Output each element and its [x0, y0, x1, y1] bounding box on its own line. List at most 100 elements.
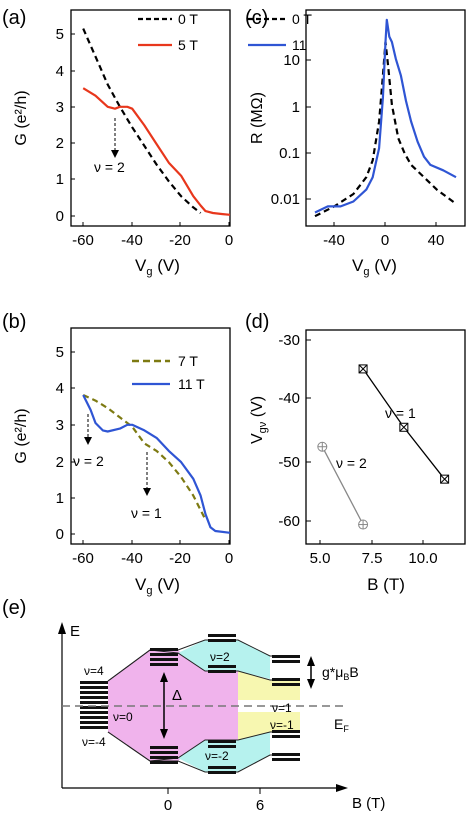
c-ytick-3: 10	[283, 52, 300, 69]
a-ytick-0: 0	[56, 208, 64, 225]
e-zeeman-arrowhead-down	[307, 679, 315, 689]
e-ef-sub: F	[343, 724, 349, 734]
a-legend-0: 0 T	[178, 11, 198, 27]
b-xtick-2: -20	[169, 550, 191, 567]
d-series-0-point-2	[440, 474, 450, 484]
e-x-arrowhead	[336, 784, 348, 792]
panel-c-ylabel: R (MΩ)	[249, 92, 266, 144]
panel-b-legend: 7 T 11 T	[132, 353, 205, 392]
a-xtick-3: 0	[225, 232, 233, 249]
panel-c-plot	[314, 18, 457, 218]
panel-d: (d) -30 -40 -50 -60 5.0 7.5 10.0 Vgν (V)…	[245, 311, 466, 594]
d-ylabel-sub: gν	[257, 421, 269, 433]
d-series-0-point-0	[358, 364, 368, 374]
panel-c-legend: 0 T 11	[248, 11, 312, 53]
b-series-1-line	[82, 394, 231, 534]
e-level-stack-right	[272, 655, 300, 761]
d-series-1-point-1	[358, 519, 369, 530]
e-nu-m4: ν=-4	[82, 735, 106, 749]
a-annotation: ν = 2	[94, 159, 125, 175]
b-xlabel-main: V	[135, 575, 147, 594]
e-delta-arrowhead-down	[160, 729, 168, 739]
e-xtick-0: 0	[164, 797, 172, 814]
c-xtick-2: 40	[428, 232, 445, 249]
c-legend-0: 0 T	[292, 11, 312, 27]
panel-a-ylabel: G (e²/h)	[13, 90, 30, 145]
panel-b-xticks: -60 -40 -20 0	[72, 540, 233, 567]
panel-b: (b) 0 1 2 3 4 5 -60 -40 -20 0 G (e²/h) V…	[2, 311, 233, 597]
e-level-stack-upper-6a	[208, 634, 236, 673]
b-xtick-1: -40	[121, 550, 143, 567]
a-ytick-2: 2	[56, 135, 64, 152]
panel-c-xlabel: Vg (V)	[352, 256, 397, 278]
panel-a-xlabel: Vg (V)	[135, 256, 180, 278]
b-arrowhead-1	[84, 437, 92, 445]
e-ef-label: EF	[334, 716, 349, 734]
e-y-arrowhead	[58, 622, 66, 634]
a-ytick-1: 1	[56, 171, 64, 188]
d-series-0-point-1	[399, 422, 409, 432]
d-ylabel-unit: (V)	[249, 396, 266, 422]
c-ytick-0: 0.01	[271, 191, 300, 208]
panel-a-plot	[82, 28, 231, 216]
panel-a-xticks: -60 -40 -20 0	[72, 222, 233, 249]
d-xtick-2: 10.0	[408, 550, 437, 567]
e-gap-nu1	[238, 671, 300, 700]
panel-d-ylabel: Vgν (V)	[249, 396, 269, 444]
a-xtick-0: -60	[72, 232, 94, 249]
e-nu-m1: ν=-1	[270, 718, 294, 732]
c-ytick-1: 0.1	[279, 145, 300, 162]
a-xtick-2: -20	[169, 232, 191, 249]
e-gap-nu-m2	[178, 732, 270, 772]
panel-a-legend: 0 T 5 T	[138, 11, 198, 53]
e-zeeman-label: g*μBB	[322, 664, 359, 682]
panel-b-ylabel: G (e²/h)	[13, 408, 30, 463]
e-level-stack-lower-0	[150, 746, 178, 764]
c-legend-1: 11	[292, 37, 307, 53]
b-ytick-3: 3	[56, 417, 64, 434]
e-nu-m2: ν=-2	[205, 749, 229, 763]
a-series-1-line	[82, 87, 231, 216]
e-level-stack-upper-0	[150, 648, 178, 666]
e-zeeman-main: g*μ	[322, 664, 343, 680]
e-nu2: ν=2	[210, 650, 230, 664]
panel-c-xticks: -40 0 40	[323, 222, 444, 249]
a-xlabel-unit: (V)	[152, 256, 179, 275]
d-ylabel-main: V	[249, 433, 266, 444]
panel-e: (e) E B (T) 0 6	[2, 597, 385, 814]
a-xlabel-main: V	[135, 256, 147, 275]
e-zeeman-sub: B	[343, 672, 349, 682]
d-ytick-2: -50	[278, 454, 300, 471]
panel-d-yticks: -30 -40 -50 -60	[278, 332, 311, 530]
e-xtick-1: 6	[256, 797, 264, 814]
e-nu4: ν=4	[84, 664, 104, 678]
b-ytick-5: 5	[56, 344, 64, 361]
panel-c-yticks: 0.01 0.1 1 10	[271, 52, 311, 208]
b-ytick-4: 4	[56, 380, 64, 397]
b-xlabel-unit: (V)	[152, 575, 179, 594]
panel-b-plot	[82, 393, 231, 534]
c-xlabel-main: V	[352, 256, 364, 275]
e-ef-main: E	[334, 716, 343, 732]
panel-d-frame	[305, 329, 466, 545]
d-series-1-line	[321, 446, 364, 525]
e-zeeman-tail: B	[349, 664, 358, 680]
b-annotation-0: ν = 2	[73, 453, 104, 469]
panel-b-frame	[70, 327, 231, 545]
panel-b-xlabel: Vg (V)	[135, 575, 180, 597]
b-arrowhead-2	[143, 488, 151, 496]
c-xtick-1: 0	[381, 232, 389, 249]
panel-c: (c) 0.01 0.1 1 10 -40 0 40 R (MΩ) Vg (V)…	[245, 7, 466, 278]
panel-d-xticks: 5.0 7.5 10.0	[310, 540, 438, 567]
d-series-1-point-0	[317, 441, 328, 452]
a-ytick-5: 5	[56, 26, 64, 43]
d-xtick-0: 5.0	[310, 550, 331, 567]
d-ytick-1: -40	[278, 390, 300, 407]
d-annotation-1: ν = 2	[336, 455, 367, 471]
b-annotation-1: ν = 1	[131, 505, 162, 521]
a-series-0-line	[82, 28, 202, 214]
e-delta-label: Δ	[172, 687, 182, 704]
panel-a-yticks: 0 1 2 3 4 5	[56, 26, 75, 225]
d-xtick-1: 7.5	[362, 550, 383, 567]
